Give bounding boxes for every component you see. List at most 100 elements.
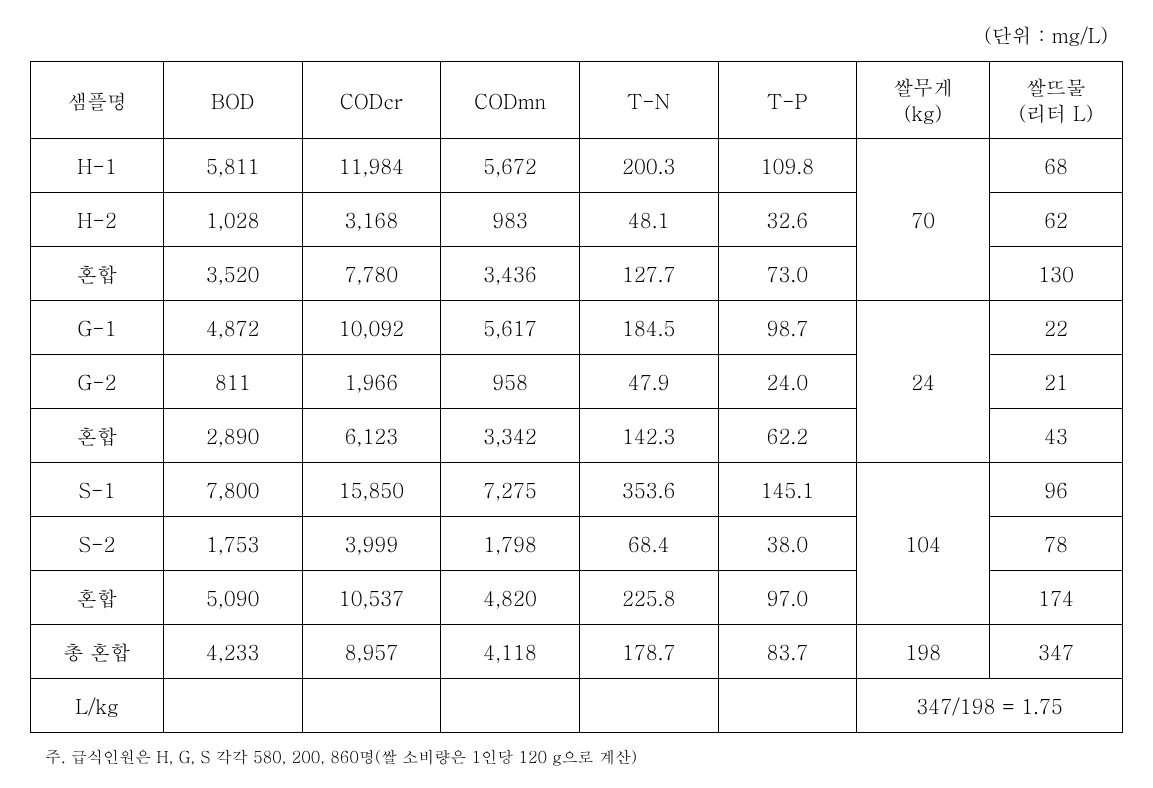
- cell-tp: 97.0: [718, 571, 857, 625]
- cell-bod: 1,753: [163, 517, 302, 571]
- cell-codmn: 3,342: [441, 409, 580, 463]
- cell-water: 21: [990, 355, 1123, 409]
- cell-water: 347: [990, 625, 1123, 679]
- cell-sample: 혼합: [31, 247, 164, 301]
- cell-tp: 98.7: [718, 301, 857, 355]
- header-bod: BOD: [163, 62, 302, 139]
- cell-tp: 145.1: [718, 463, 857, 517]
- header-tp: T-P: [718, 62, 857, 139]
- cell-sample: G-2: [31, 355, 164, 409]
- cell-water: 78: [990, 517, 1123, 571]
- cell-codcr: 7,780: [302, 247, 441, 301]
- footnote: 주. 급식인원은 H, G, S 각각 580, 200, 860명(쌀 소비량…: [30, 745, 1123, 768]
- header-water: 쌀뜨물 (리터 L): [990, 62, 1123, 139]
- header-weight-line1: 쌀무게: [893, 72, 953, 101]
- cell-sample: G-1: [31, 301, 164, 355]
- cell-bod: 811: [163, 355, 302, 409]
- cell-tp: 62.2: [718, 409, 857, 463]
- cell-sample: 혼합: [31, 409, 164, 463]
- cell-tn: 142.3: [579, 409, 718, 463]
- cell-codcr: 6,123: [302, 409, 441, 463]
- cell-codmn: 4,118: [441, 625, 580, 679]
- cell-codcr: 11,984: [302, 139, 441, 193]
- header-codmn: CODmn: [441, 62, 580, 139]
- cell-tp: 38.0: [718, 517, 857, 571]
- cell-tp: 83.7: [718, 625, 857, 679]
- cell-tp: 24.0: [718, 355, 857, 409]
- cell-water: 174: [990, 571, 1123, 625]
- cell-tn: 48.1: [579, 193, 718, 247]
- unit-label: (단위 : mg/L): [30, 20, 1123, 49]
- cell-water: 68: [990, 139, 1123, 193]
- cell-empty: [579, 679, 718, 733]
- cell-water: 96: [990, 463, 1123, 517]
- cell-sample: H-1: [31, 139, 164, 193]
- cell-codmn: 1,798: [441, 517, 580, 571]
- header-tn: T-N: [579, 62, 718, 139]
- table-row: S-1 7,800 15,850 7,275 353.6 145.1 104 9…: [31, 463, 1123, 517]
- cell-tn: 225.8: [579, 571, 718, 625]
- cell-bod: 3,520: [163, 247, 302, 301]
- cell-codcr: 1,966: [302, 355, 441, 409]
- table-row-lkg: L/kg 347/198 = 1.75: [31, 679, 1123, 733]
- cell-sample: 총 혼합: [31, 625, 164, 679]
- cell-codcr: 3,999: [302, 517, 441, 571]
- header-water-line1: 쌀뜨물: [1026, 72, 1086, 101]
- cell-tp: 73.0: [718, 247, 857, 301]
- cell-codmn: 3,436: [441, 247, 580, 301]
- cell-tp: 109.8: [718, 139, 857, 193]
- cell-water: 130: [990, 247, 1123, 301]
- cell-sample: L/kg: [31, 679, 164, 733]
- cell-water: 43: [990, 409, 1123, 463]
- cell-bod: 7,800: [163, 463, 302, 517]
- cell-tn: 200.3: [579, 139, 718, 193]
- cell-bod: 4,233: [163, 625, 302, 679]
- cell-tn: 127.7: [579, 247, 718, 301]
- cell-codmn: 983: [441, 193, 580, 247]
- table-row: H-1 5,811 11,984 5,672 200.3 109.8 70 68: [31, 139, 1123, 193]
- cell-codcr: 3,168: [302, 193, 441, 247]
- cell-empty: [718, 679, 857, 733]
- table-header-row: 샘플명 BOD CODcr CODmn T-N T-P 쌀무게 (kg) 쌀뜨물…: [31, 62, 1123, 139]
- cell-empty: [163, 679, 302, 733]
- cell-tp: 32.6: [718, 193, 857, 247]
- cell-sample: S-1: [31, 463, 164, 517]
- cell-codmn: 4,820: [441, 571, 580, 625]
- cell-codmn: 5,672: [441, 139, 580, 193]
- cell-tn: 68.4: [579, 517, 718, 571]
- cell-bod: 1,028: [163, 193, 302, 247]
- cell-sample: S-2: [31, 517, 164, 571]
- cell-codmn: 7,275: [441, 463, 580, 517]
- cell-weight: 198: [857, 625, 990, 679]
- cell-bod: 4,872: [163, 301, 302, 355]
- header-codcr: CODcr: [302, 62, 441, 139]
- cell-tn: 184.5: [579, 301, 718, 355]
- cell-calc: 347/198 = 1.75: [857, 679, 1123, 733]
- cell-sample: 혼합: [31, 571, 164, 625]
- header-sample: 샘플명: [31, 62, 164, 139]
- cell-weight-s: 104: [857, 463, 990, 625]
- cell-codcr: 10,537: [302, 571, 441, 625]
- cell-weight-h: 70: [857, 139, 990, 301]
- cell-bod: 2,890: [163, 409, 302, 463]
- cell-codmn: 958: [441, 355, 580, 409]
- cell-tn: 353.6: [579, 463, 718, 517]
- cell-water: 62: [990, 193, 1123, 247]
- cell-bod: 5,811: [163, 139, 302, 193]
- cell-tn: 178.7: [579, 625, 718, 679]
- cell-water: 22: [990, 301, 1123, 355]
- cell-empty: [302, 679, 441, 733]
- table-row: G-1 4,872 10,092 5,617 184.5 98.7 24 22: [31, 301, 1123, 355]
- cell-bod: 5,090: [163, 571, 302, 625]
- table-row-total: 총 혼합 4,233 8,957 4,118 178.7 83.7 198 34…: [31, 625, 1123, 679]
- header-weight: 쌀무게 (kg): [857, 62, 990, 139]
- cell-codcr: 10,092: [302, 301, 441, 355]
- cell-empty: [441, 679, 580, 733]
- cell-codcr: 15,850: [302, 463, 441, 517]
- cell-sample: H-2: [31, 193, 164, 247]
- header-water-line2: (리터 L): [1019, 98, 1094, 127]
- cell-codcr: 8,957: [302, 625, 441, 679]
- cell-codmn: 5,617: [441, 301, 580, 355]
- header-weight-line2: (kg): [904, 98, 942, 127]
- cell-tn: 47.9: [579, 355, 718, 409]
